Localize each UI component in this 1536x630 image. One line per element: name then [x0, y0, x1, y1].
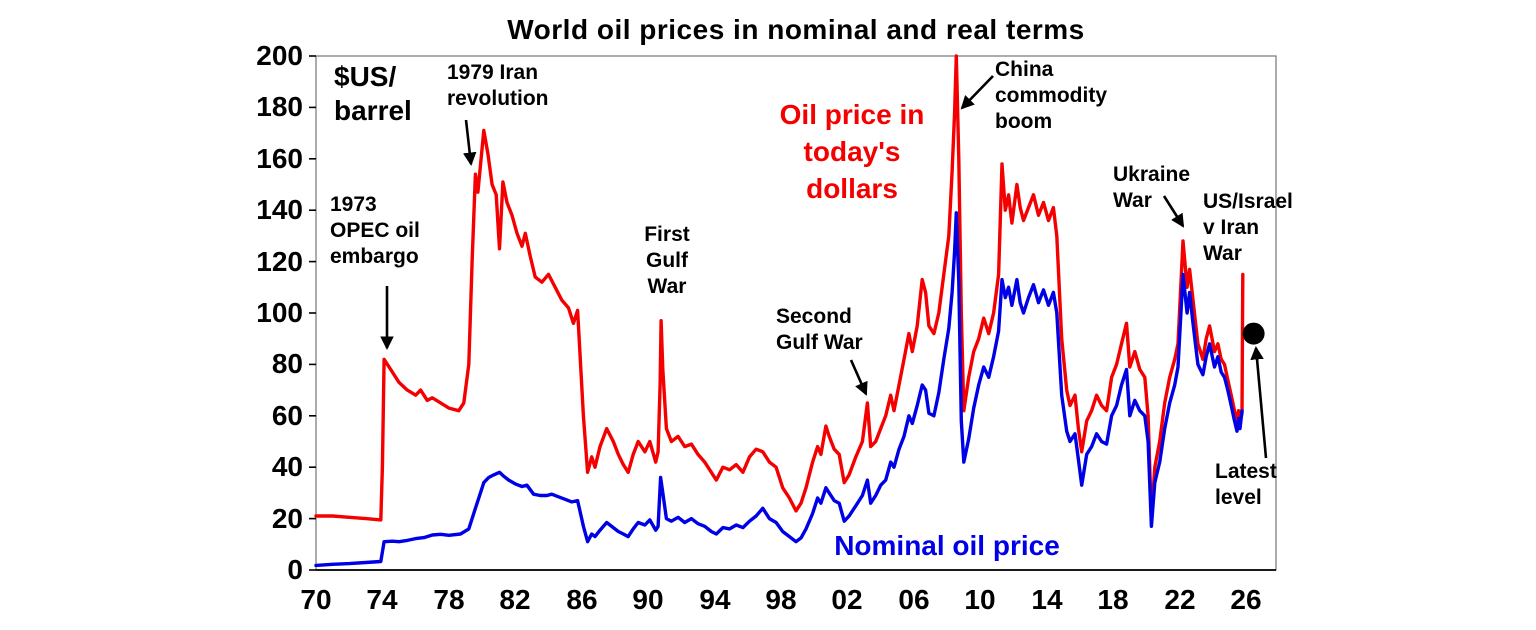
- annotation-arrow-second-gulf-war: [849, 359, 868, 396]
- annotation-latest-level: Latest level: [1215, 460, 1277, 509]
- annotation-arrow-ukraine-war: [1162, 195, 1185, 228]
- series-line-real: [314, 54, 1245, 522]
- x-tick-label-26: 26: [1230, 584, 1262, 615]
- y-tick-label-0: 0: [287, 554, 303, 585]
- y-tick-label-20: 20: [271, 503, 303, 534]
- annotation-china-boom: China commodity boom: [995, 58, 1108, 133]
- x-tick-label-86: 86: [566, 584, 598, 615]
- series-label-nominal-price: Nominal oil price: [834, 530, 1060, 561]
- y-tick-label-160: 160: [256, 143, 303, 174]
- y-tick-label-120: 120: [256, 246, 303, 277]
- annotation-arrow-iran-1979: [462, 119, 477, 167]
- series-label-real-price: Oil price in today's dollars: [779, 99, 925, 204]
- x-tick-label-78: 78: [433, 584, 465, 615]
- annotation-us-israel-iran: US/Israel v Iran War: [1203, 190, 1293, 265]
- annotation-first-gulf-war: First Gulf War: [644, 223, 690, 298]
- x-tick-label-98: 98: [765, 584, 797, 615]
- y-tick-label-200: 200: [256, 40, 303, 71]
- x-tick-label-94: 94: [699, 584, 731, 615]
- x-tick-label-02: 02: [831, 584, 863, 615]
- x-tick-label-70: 70: [300, 584, 332, 615]
- y-axis-unit-label: $US/ barrel: [334, 61, 412, 126]
- y-tick-label-140: 140: [256, 194, 303, 225]
- chart-title: World oil prices in nominal and real ter…: [507, 14, 1085, 45]
- latest-level-dot: [1242, 322, 1265, 345]
- y-tick-label-40: 40: [271, 451, 303, 482]
- annotation-arrow-china-boom: [960, 75, 994, 110]
- annotation-arrow-latest-level: [1250, 345, 1268, 459]
- annotation-iran-1979: 1979 Iran revolution: [447, 61, 549, 110]
- x-tick-label-10: 10: [964, 584, 996, 615]
- x-tick-label-74: 74: [366, 584, 398, 615]
- x-tick-label-14: 14: [1031, 584, 1063, 615]
- x-tick-label-18: 18: [1097, 584, 1129, 615]
- annotation-second-gulf-war: Second Gulf War: [776, 305, 863, 354]
- y-tick-label-100: 100: [256, 297, 303, 328]
- x-tick-label-90: 90: [632, 584, 664, 615]
- x-tick-label-82: 82: [499, 584, 531, 615]
- y-tick-label-80: 80: [271, 348, 303, 379]
- x-tick-label-22: 22: [1164, 584, 1196, 615]
- annotation-ukraine-war: Ukraine War: [1113, 163, 1191, 212]
- y-tick-label-180: 180: [256, 91, 303, 122]
- x-tick-label-06: 06: [898, 584, 930, 615]
- annotation-opec-1973: 1973 OPEC oil embargo: [330, 193, 420, 268]
- y-tick-label-60: 60: [271, 400, 303, 431]
- series-line-nominal: [314, 211, 1244, 568]
